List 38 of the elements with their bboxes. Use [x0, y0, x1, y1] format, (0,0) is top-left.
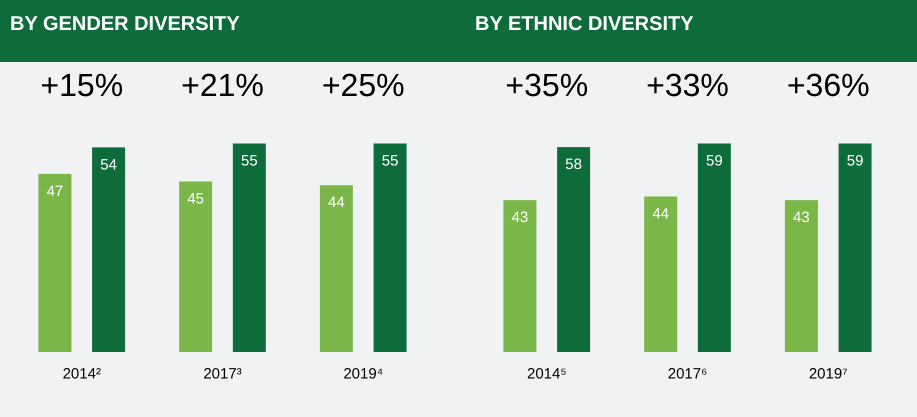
bar [784, 200, 818, 352]
chart-title: BY GENDER DIVERSITY [10, 13, 240, 35]
bar [38, 174, 72, 352]
text: +21% [181, 67, 264, 103]
bar [92, 147, 126, 352]
text: +25% [322, 67, 405, 103]
bar [179, 181, 212, 352]
x-tick-label: 2017⁶ [668, 366, 708, 382]
x-tick-label: 2019⁷ [808, 366, 848, 382]
text: +35% [505, 67, 588, 103]
x-tick-label: 2019⁴ [343, 366, 384, 382]
data-label: 59 [706, 152, 723, 170]
bar [557, 147, 590, 352]
text: +33% [646, 67, 729, 103]
data-label: 44 [328, 194, 345, 212]
data-label: 43 [512, 209, 528, 226]
bar [644, 196, 678, 352]
bar [838, 144, 872, 352]
data-label: 54 [100, 156, 117, 174]
data-label: 58 [565, 156, 582, 174]
data-label: 43 [793, 209, 810, 226]
text: +36% [786, 67, 870, 103]
text: +15% [40, 67, 124, 103]
data-label: 45 [187, 190, 204, 208]
bar [320, 185, 353, 352]
x-tick-label: 2017³ [203, 366, 242, 382]
data-label: 59 [846, 152, 864, 170]
data-label: 47 [46, 182, 64, 200]
data-label: 55 [382, 152, 398, 170]
data-label: 55 [240, 152, 258, 170]
chart-title: BY ETHNIC DIVERSITY [475, 13, 694, 35]
data-label: 44 [652, 206, 670, 223]
bar [232, 144, 266, 352]
bar [698, 144, 731, 352]
x-tick-label: 2014⁵ [526, 366, 567, 382]
x-tick-label: 2014² [62, 366, 101, 382]
bar [503, 200, 536, 352]
bar [374, 144, 407, 352]
